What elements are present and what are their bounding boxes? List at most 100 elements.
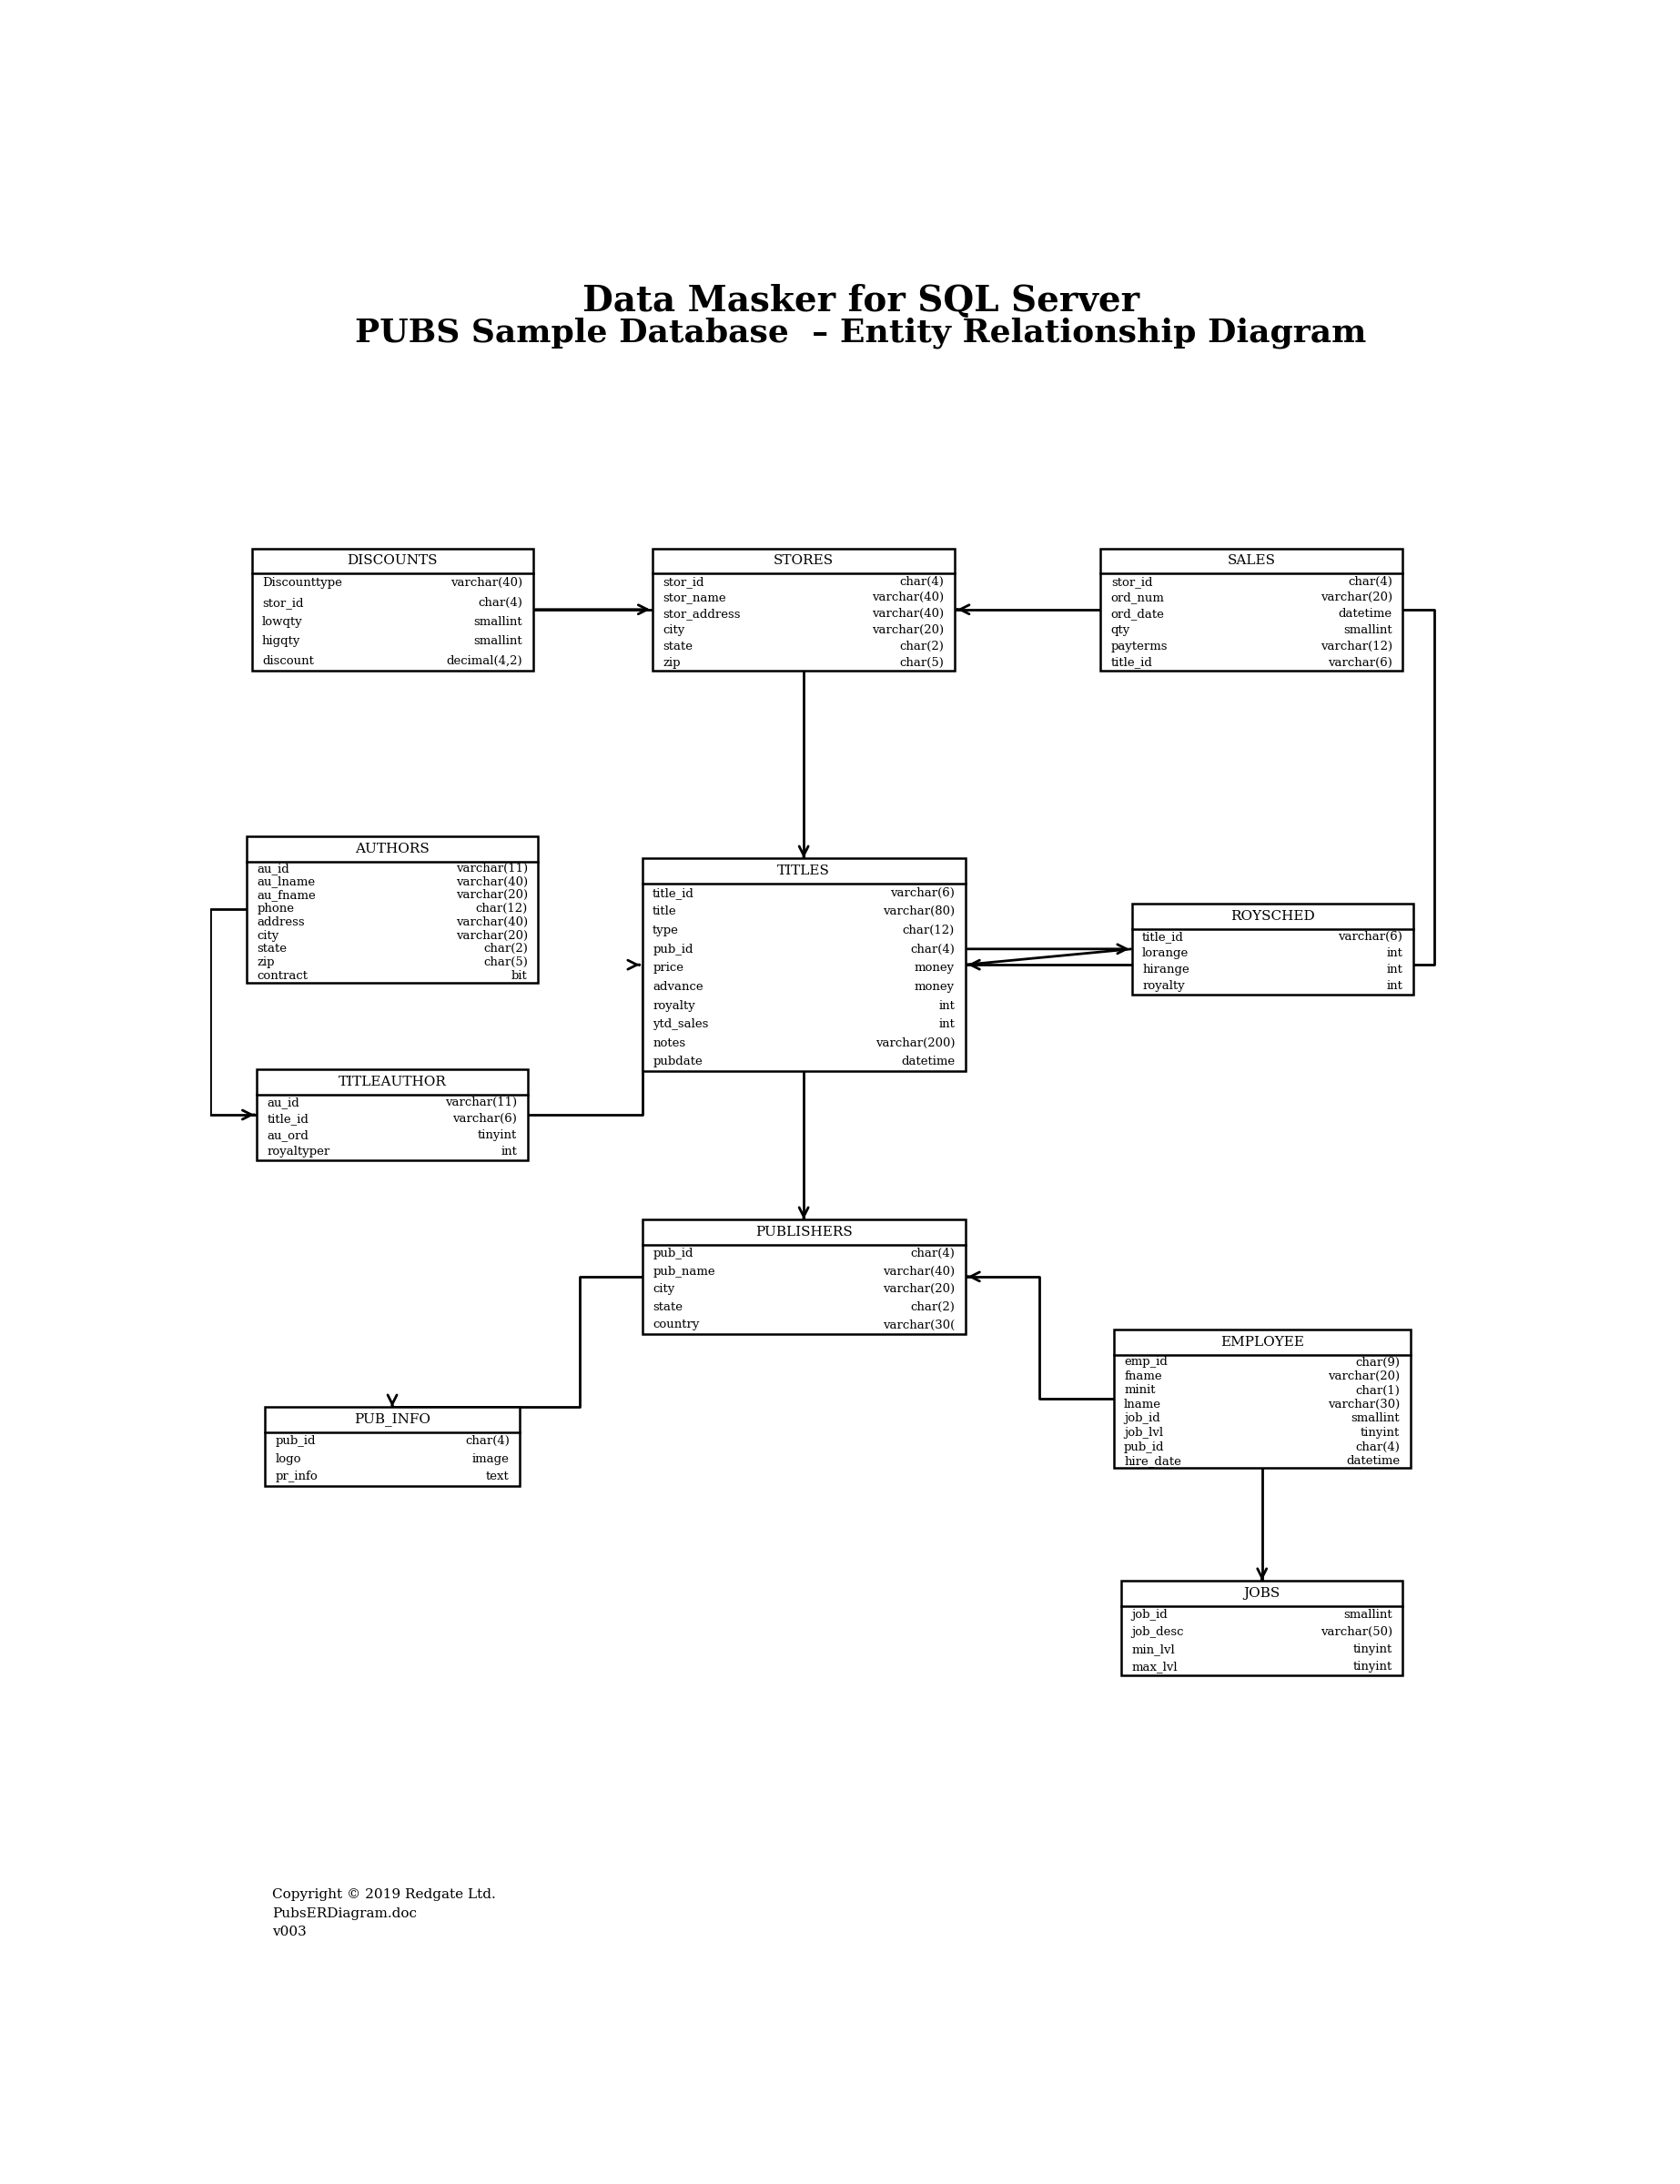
Text: pubdate: pubdate [652,1057,702,1068]
Text: advance: advance [652,981,704,994]
Text: tinyint: tinyint [1352,1660,1393,1673]
Text: char(1): char(1) [1356,1385,1399,1396]
Text: int: int [501,1147,517,1158]
Text: char(2): char(2) [911,1302,954,1313]
Text: zip: zip [664,657,680,668]
Bar [252,548,533,670]
Text: datetime: datetime [1346,1455,1399,1468]
Text: int: int [939,1018,954,1031]
Text: lorange: lorange [1142,948,1189,959]
Bar [1132,904,1413,994]
Bar [1122,1581,1403,1675]
Text: pub_id: pub_id [1124,1441,1164,1452]
Text: varchar(12): varchar(12) [1320,640,1393,653]
Text: char(4): char(4) [465,1435,509,1448]
Text: payterms: payterms [1110,640,1168,653]
Text: int: int [1386,948,1403,959]
Text: varchar(6): varchar(6) [454,1114,517,1125]
Text: Discounttype: Discounttype [262,577,343,590]
Bar [265,1406,519,1485]
Text: royalty: royalty [652,1000,696,1011]
Text: JOBS: JOBS [1243,1588,1280,1599]
Text: char(4): char(4) [1356,1441,1399,1452]
Text: state: state [664,640,694,653]
Text: int: int [1386,981,1403,992]
Text: title_id: title_id [652,887,694,900]
Text: char(4): char(4) [900,577,944,587]
Text: au_fname: au_fname [257,889,316,902]
Text: hire_date: hire_date [1124,1455,1181,1468]
Text: varchar(40): varchar(40) [882,1265,954,1278]
Text: ord_date: ord_date [1110,607,1164,620]
Text: pr_info: pr_info [276,1472,318,1483]
Text: varchar(11): varchar(11) [445,1096,517,1109]
Text: au_id: au_id [257,863,289,874]
Text: varchar(30(: varchar(30( [882,1319,954,1330]
Text: varchar(40): varchar(40) [450,577,522,590]
Text: tinyint: tinyint [477,1129,517,1142]
Text: DISCOUNTS: DISCOUNTS [348,555,437,568]
Text: lname: lname [1124,1398,1161,1411]
Text: PUBLISHERS: PUBLISHERS [754,1225,852,1238]
Text: job_desc: job_desc [1132,1625,1184,1638]
Text: royaltyper: royaltyper [267,1147,331,1158]
Text: decimal(4,2): decimal(4,2) [447,655,522,666]
Text: state: state [257,943,287,954]
Text: fname: fname [1124,1369,1163,1382]
Text: varchar(6): varchar(6) [890,887,954,900]
Text: varchar(50): varchar(50) [1320,1625,1393,1638]
Text: title_id: title_id [1110,657,1152,668]
Text: char(2): char(2) [900,640,944,653]
Text: type: type [652,924,679,937]
Text: int: int [939,1000,954,1011]
Text: royalty: royalty [1142,981,1184,992]
Text: price: price [652,963,684,974]
Text: stor_id: stor_id [1110,577,1152,587]
Text: ord_num: ord_num [1110,592,1164,603]
Text: tinyint: tinyint [1352,1642,1393,1655]
Text: varchar(40): varchar(40) [455,876,528,887]
Bar [642,858,966,1072]
Text: char(9): char(9) [1356,1356,1399,1367]
Text: zip: zip [257,957,274,968]
Text: job_lvl: job_lvl [1124,1426,1163,1439]
Text: char(5): char(5) [484,957,528,968]
Text: char(12): char(12) [902,924,954,937]
Text: min_lvl: min_lvl [1132,1642,1176,1655]
Text: smallint: smallint [1344,1610,1393,1621]
Text: smallint: smallint [474,616,522,629]
Text: money: money [914,963,954,974]
Text: Copyright © 2019 Redgate Ltd.
PubsERDiagram.doc
v003: Copyright © 2019 Redgate Ltd. PubsERDiag… [272,1889,496,1939]
Text: au_lname: au_lname [257,876,316,887]
Text: smallint: smallint [1351,1413,1399,1424]
Text: varchar(40): varchar(40) [455,917,528,928]
Text: STORES: STORES [773,555,833,568]
Text: max_lvl: max_lvl [1132,1660,1178,1673]
Text: job_id: job_id [1132,1610,1168,1621]
Text: country: country [652,1319,699,1330]
Text: stor_address: stor_address [664,607,741,620]
Text: varchar(6): varchar(6) [1327,657,1393,668]
Text: bit: bit [511,970,528,983]
Bar [1100,548,1403,670]
Bar [642,1219,966,1334]
Text: int: int [1386,963,1403,976]
Text: varchar(40): varchar(40) [872,607,944,620]
Text: stor_id: stor_id [664,577,704,587]
Text: title_id: title_id [1142,930,1184,943]
Text: TITLEAUTHOR: TITLEAUTHOR [338,1077,447,1088]
Text: smallint: smallint [474,636,522,646]
Text: varchar(200): varchar(200) [875,1037,954,1048]
Text: ytd_sales: ytd_sales [652,1018,709,1031]
Text: Data Masker for SQL Server: Data Masker for SQL Server [583,284,1139,319]
Text: title: title [652,906,677,917]
Text: TITLES: TITLES [778,865,830,878]
Text: pub_id: pub_id [652,1247,694,1260]
Text: money: money [914,981,954,994]
Text: AUTHORS: AUTHORS [354,843,430,856]
Text: state: state [652,1302,682,1313]
Bar [1114,1330,1411,1468]
Text: stor_name: stor_name [664,592,726,603]
Text: city: city [257,930,279,941]
Text: smallint: smallint [1344,625,1393,636]
